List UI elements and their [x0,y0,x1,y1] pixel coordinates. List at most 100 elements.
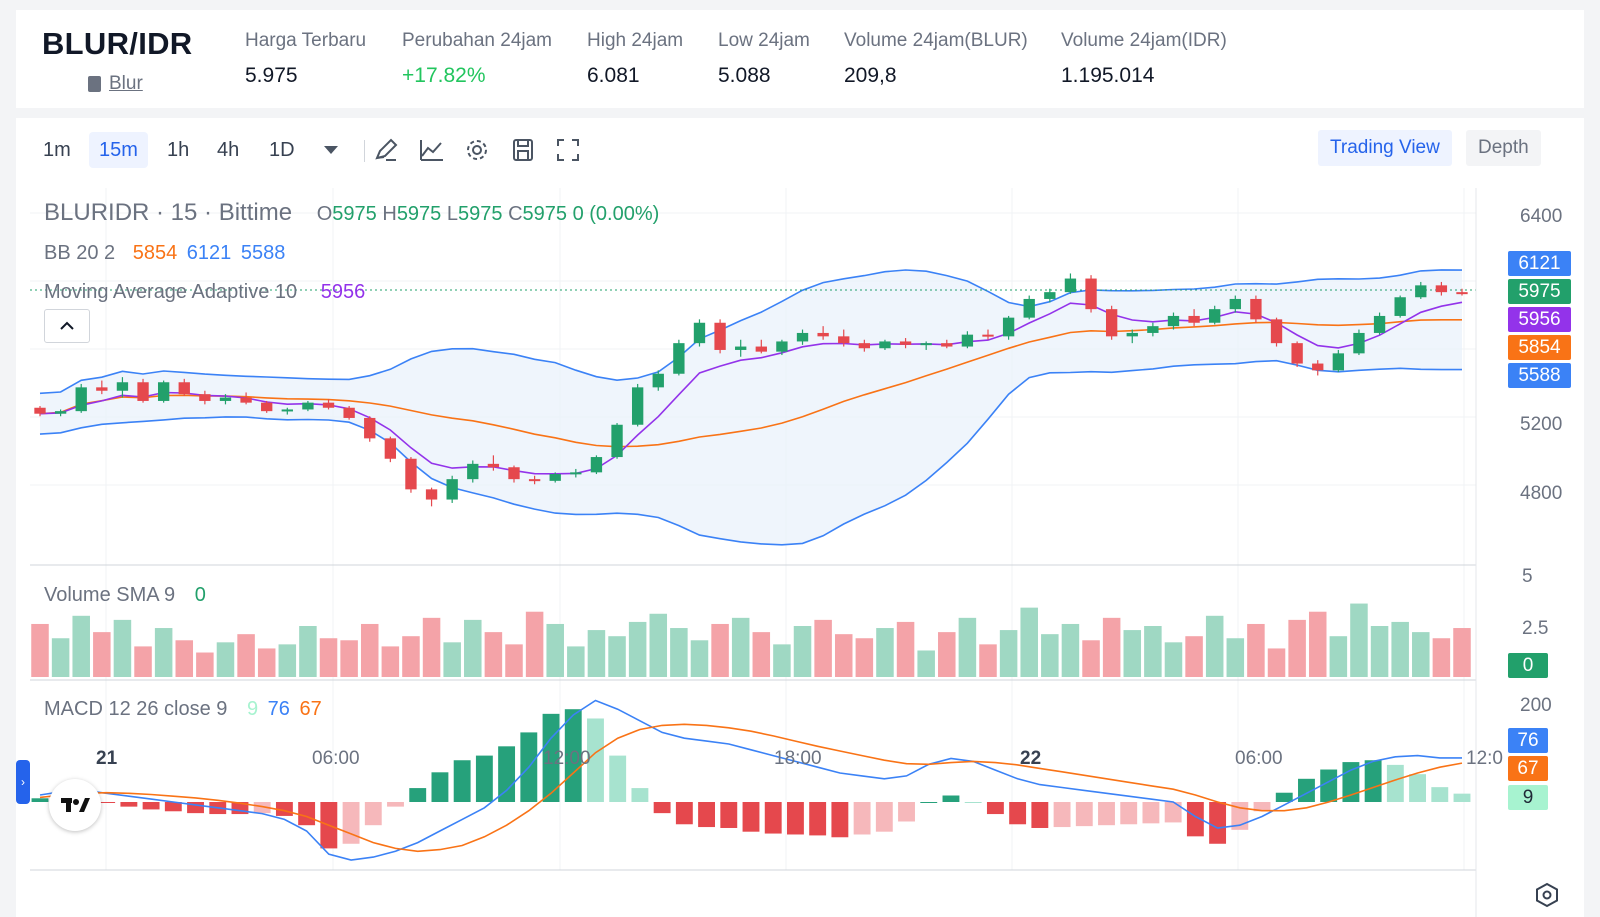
candle-body [899,341,912,345]
close-label: C [508,203,523,225]
volume-bar [834,634,853,677]
trading-view-tab[interactable]: Trading View [1318,130,1452,166]
candle-body [941,343,953,347]
macd-hist-value: 9 [246,698,259,720]
macd-histogram-bar [631,788,649,802]
candle-body [735,346,747,350]
volume-bar [1041,634,1059,677]
macd-histogram-bar [364,802,382,826]
volume-bar [1102,617,1121,677]
volume-bar [814,619,832,677]
volume-bar [1164,642,1183,677]
tradingview-logo[interactable] [49,779,101,831]
candle-body [611,424,623,458]
candle-body [796,332,809,342]
macd-histogram-bar [698,802,716,828]
candle-body [817,332,829,337]
collapse-legend-button[interactable] [44,309,90,343]
bb-lower-tag: 5588 [1508,363,1571,388]
timeframe-1d[interactable]: 1D [269,139,295,161]
macd-histogram-bar [1253,802,1271,812]
macd-histogram-bar [831,802,849,838]
candle-body [982,334,994,337]
candle-body [652,373,664,388]
macd-histogram-bar [498,746,516,802]
stat-label: Perubahan 24jam [402,30,552,51]
candle-body [508,467,520,480]
macd-histogram-bar [1164,802,1182,823]
candle-body [1332,353,1345,371]
tradingview-logo-icon [61,798,90,812]
gear-icon[interactable] [463,136,491,164]
volume-bar [731,617,750,677]
volume-bar [422,617,441,677]
candle-body [137,382,149,401]
adaptive-ma-line [39,301,1463,475]
candle-body [1167,315,1180,327]
timeframe-1h[interactable]: 1h [167,139,190,161]
coin-link[interactable]: Blur [88,73,143,95]
macd-histogram-bar [253,802,271,814]
time-tick: 06:00 [1235,748,1283,769]
candle-body [693,322,706,344]
candle-body [1250,298,1262,320]
volume-bar [1144,626,1162,677]
candle-body [1126,332,1138,337]
macd-histogram-bar [387,802,404,807]
macd-histogram-bar [564,709,582,802]
candle-body [219,397,232,401]
volume-bar [1082,640,1100,677]
fullscreen-icon[interactable] [554,136,582,164]
macd-histogram-bar [1031,802,1049,828]
high-value: 5975 [396,203,442,225]
macd-histogram-bar [475,755,493,802]
volume-bar [278,644,297,677]
volume-bar [628,621,647,677]
chevron-down-icon[interactable] [324,146,338,154]
volume-tick: 5 [1522,566,1533,587]
macd-line-tag: 76 [1508,728,1548,753]
candle-body [343,407,355,418]
settings-hex-icon[interactable] [1534,882,1560,908]
coin-link-label[interactable]: Blur [109,73,143,94]
volume-bar [93,632,111,677]
indicator-icon[interactable] [418,136,446,164]
bb-lower-value: 5588 [240,242,286,264]
bb-legend[interactable]: BB 20 2 5854 6121 5588 [44,242,285,265]
time-tick: 18:00 [774,748,822,769]
side-panel-handle[interactable]: › [16,760,30,804]
candle-body [858,343,871,349]
volume-legend[interactable]: Volume SMA 9 0 [44,584,206,607]
bb-mid-value: 5854 [132,242,178,264]
timeframe-1m[interactable]: 1m [43,139,71,161]
candle-body [96,387,108,391]
timeframe-15m[interactable]: 15m [89,132,148,168]
timeframe-4h[interactable]: 4h [217,139,240,161]
candle-body [281,409,293,412]
macd-legend[interactable]: MACD 12 26 close 9 9 76 67 [44,698,322,721]
macd-histogram-bar [675,802,693,825]
last-price-tag: 5975 [1508,279,1571,304]
maa-legend[interactable]: Moving Average Adaptive 10 5956 [44,281,365,304]
macd-histogram-bar [1186,802,1204,837]
candle-body [1188,315,1200,323]
open-value: 5975 [332,203,377,225]
stat-high-24h: High 24jam 6.081 [587,30,683,88]
bb-upper-value: 6121 [186,242,232,264]
volume-bar [752,632,771,677]
candle-body [1105,309,1118,337]
candle-body [714,322,726,350]
volume-bar [196,652,214,677]
macd-histogram-bar [720,802,738,828]
candle-body [75,387,87,412]
low-value: 5975 [458,203,503,225]
candle-body [34,407,46,414]
volume-bar [484,632,503,677]
depth-tab[interactable]: Depth [1466,130,1541,166]
save-icon[interactable] [509,136,537,164]
candle-body [1456,292,1468,295]
macd-histogram-bar [809,802,827,836]
stat-label: High 24jam [587,30,684,51]
pencil-icon[interactable] [372,136,400,164]
